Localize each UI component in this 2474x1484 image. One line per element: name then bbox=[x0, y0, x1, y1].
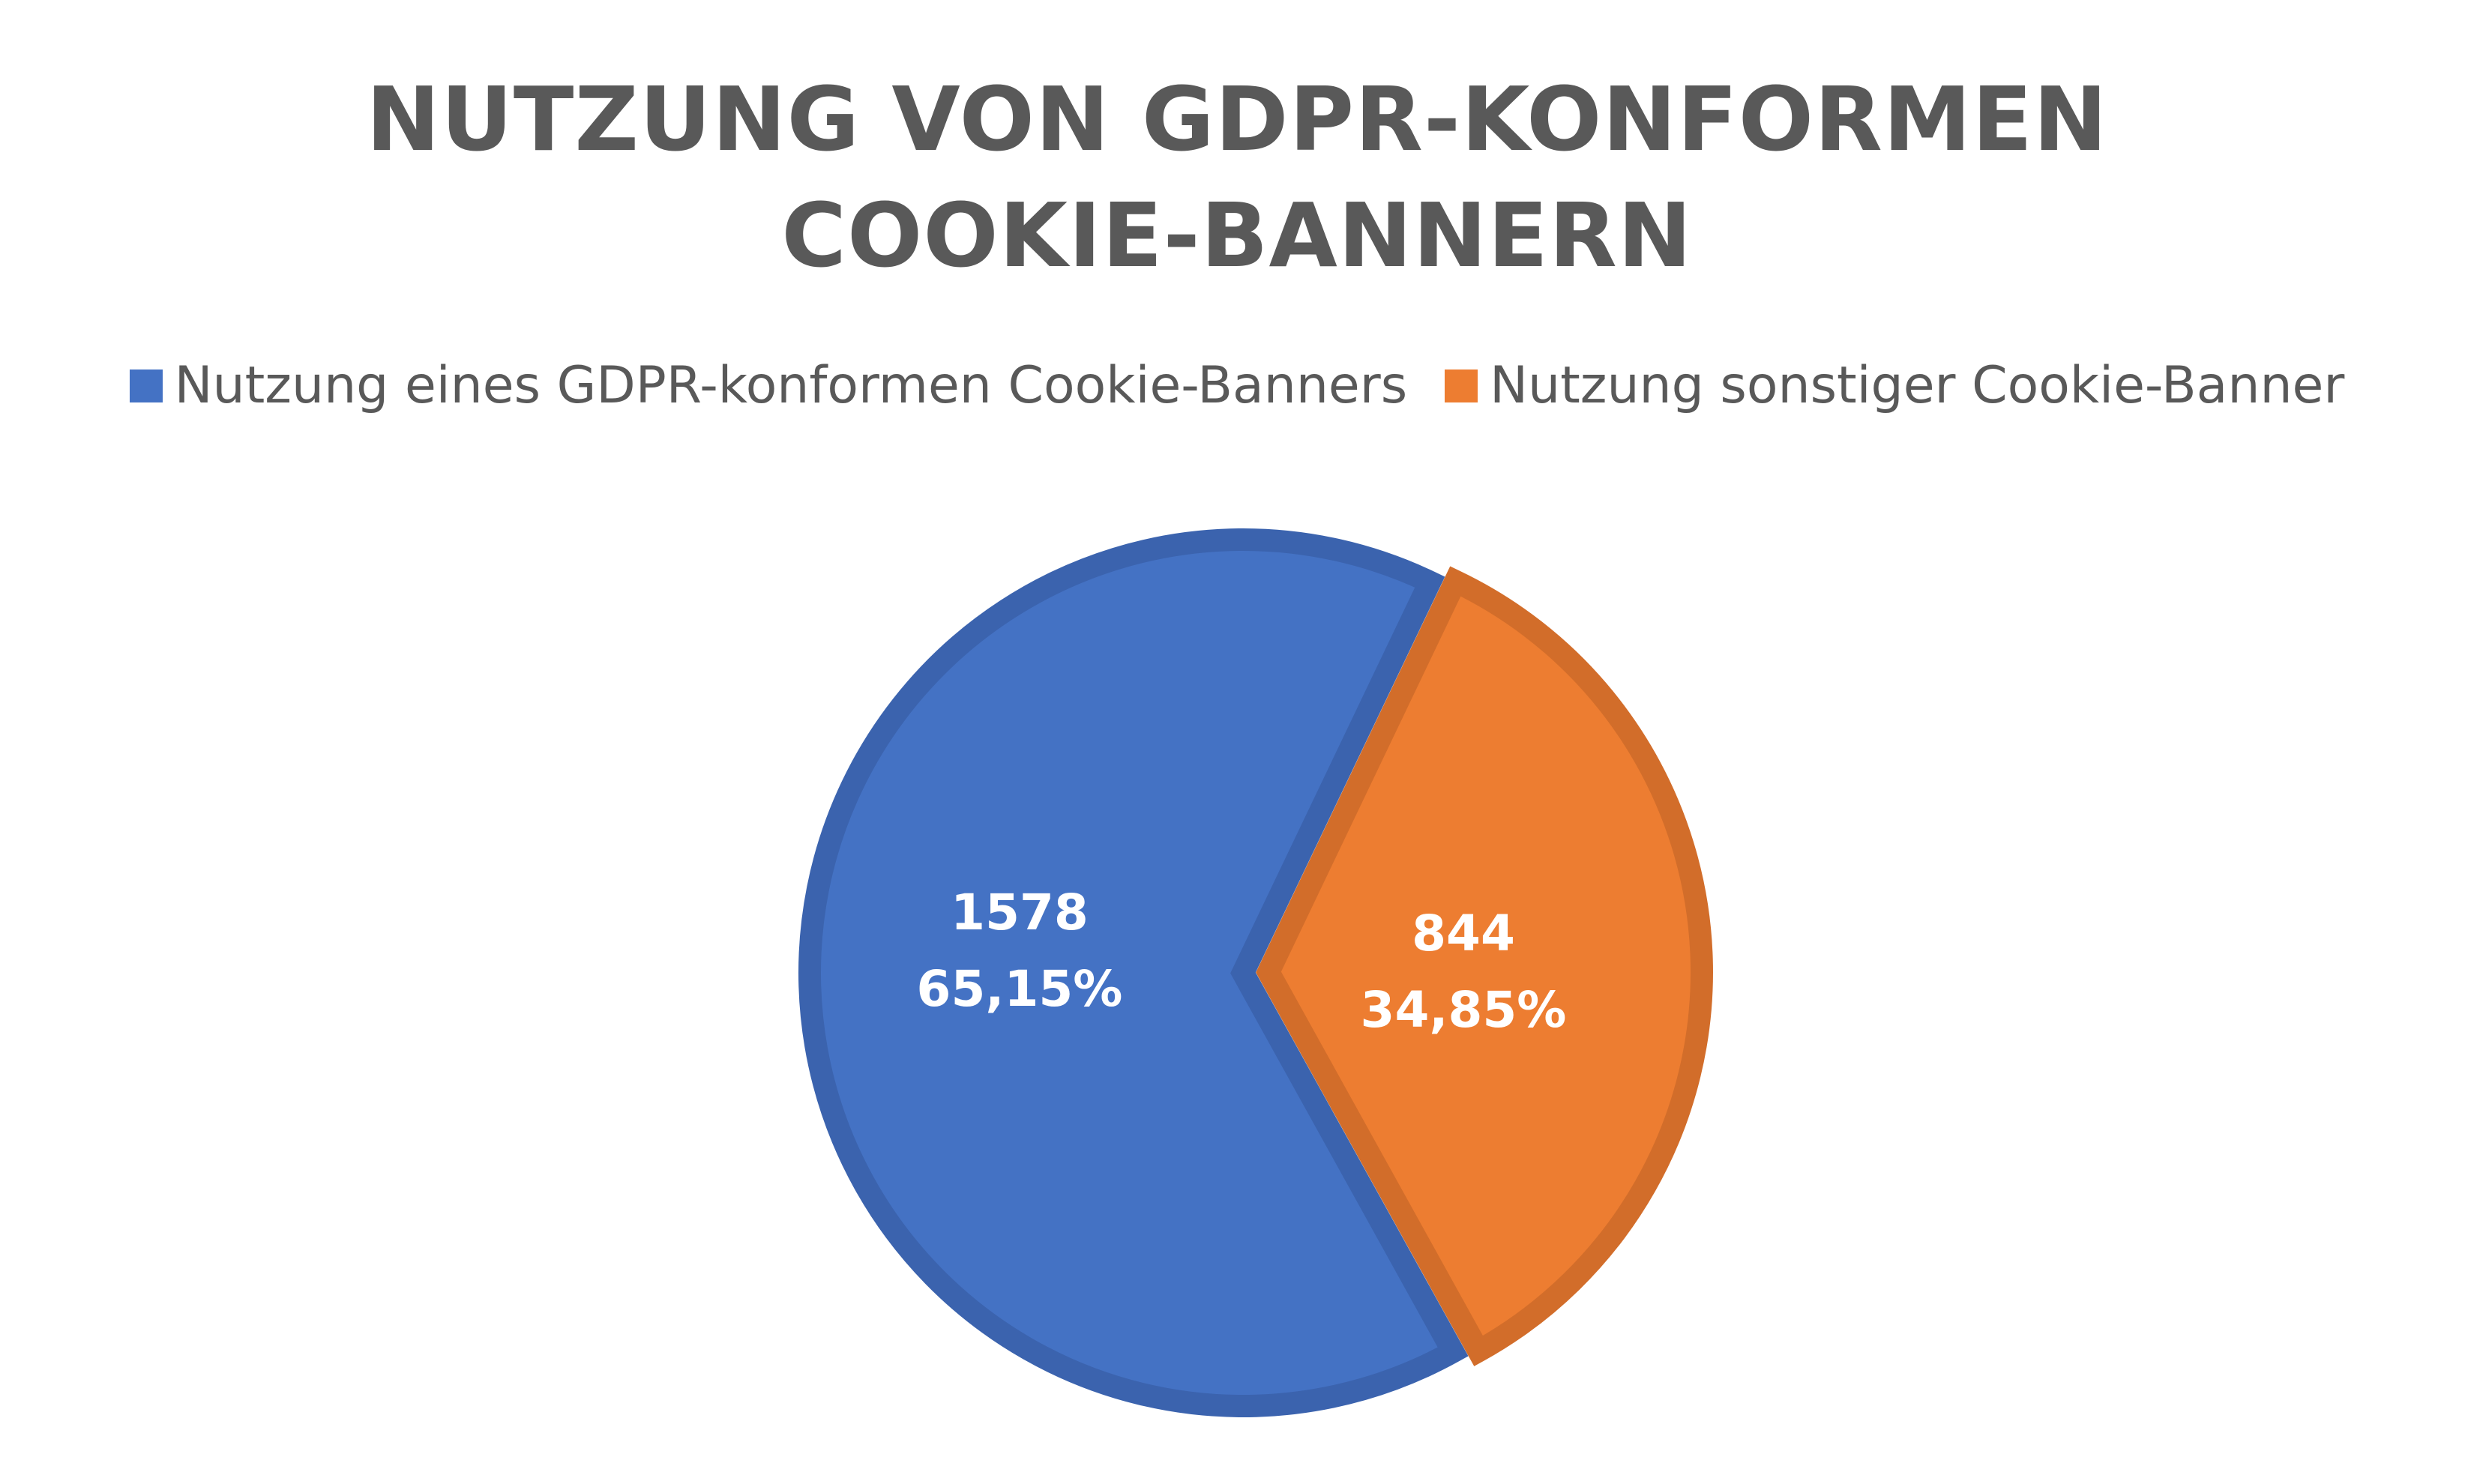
pie-slice-gdpr[interactable] bbox=[798, 528, 1469, 1417]
legend: Nutzung eines GDPR-konformen Cookie-Bann… bbox=[0, 356, 2474, 415]
chart-title-line-2: COOKIE-BANNERN bbox=[781, 184, 1693, 287]
data-label-percent-other: 34,85% bbox=[1361, 981, 1567, 1039]
legend-item-other[interactable]: Nutzung sonstiger Cookie-Banner bbox=[1445, 356, 2344, 415]
chart-title-line-1: NUTZUNG VON GDPR-KONFORMEN bbox=[366, 67, 2108, 171]
pie-slice-other[interactable] bbox=[1256, 566, 1713, 1366]
legend-swatch-gdpr bbox=[129, 369, 163, 402]
data-label-value-gdpr: 1578 bbox=[951, 884, 1089, 941]
legend-label-other: Nutzung sonstiger Cookie-Banner bbox=[1490, 356, 2345, 415]
legend-label-gdpr: Nutzung eines GDPR-konformen Cookie-Bann… bbox=[174, 356, 1408, 415]
data-label-percent-gdpr: 65,15% bbox=[917, 960, 1123, 1018]
legend-swatch-other bbox=[1445, 369, 1478, 402]
data-label-value-other: 844 bbox=[1412, 905, 1515, 962]
legend-item-gdpr[interactable]: Nutzung eines GDPR-konformen Cookie-Bann… bbox=[129, 356, 1408, 415]
